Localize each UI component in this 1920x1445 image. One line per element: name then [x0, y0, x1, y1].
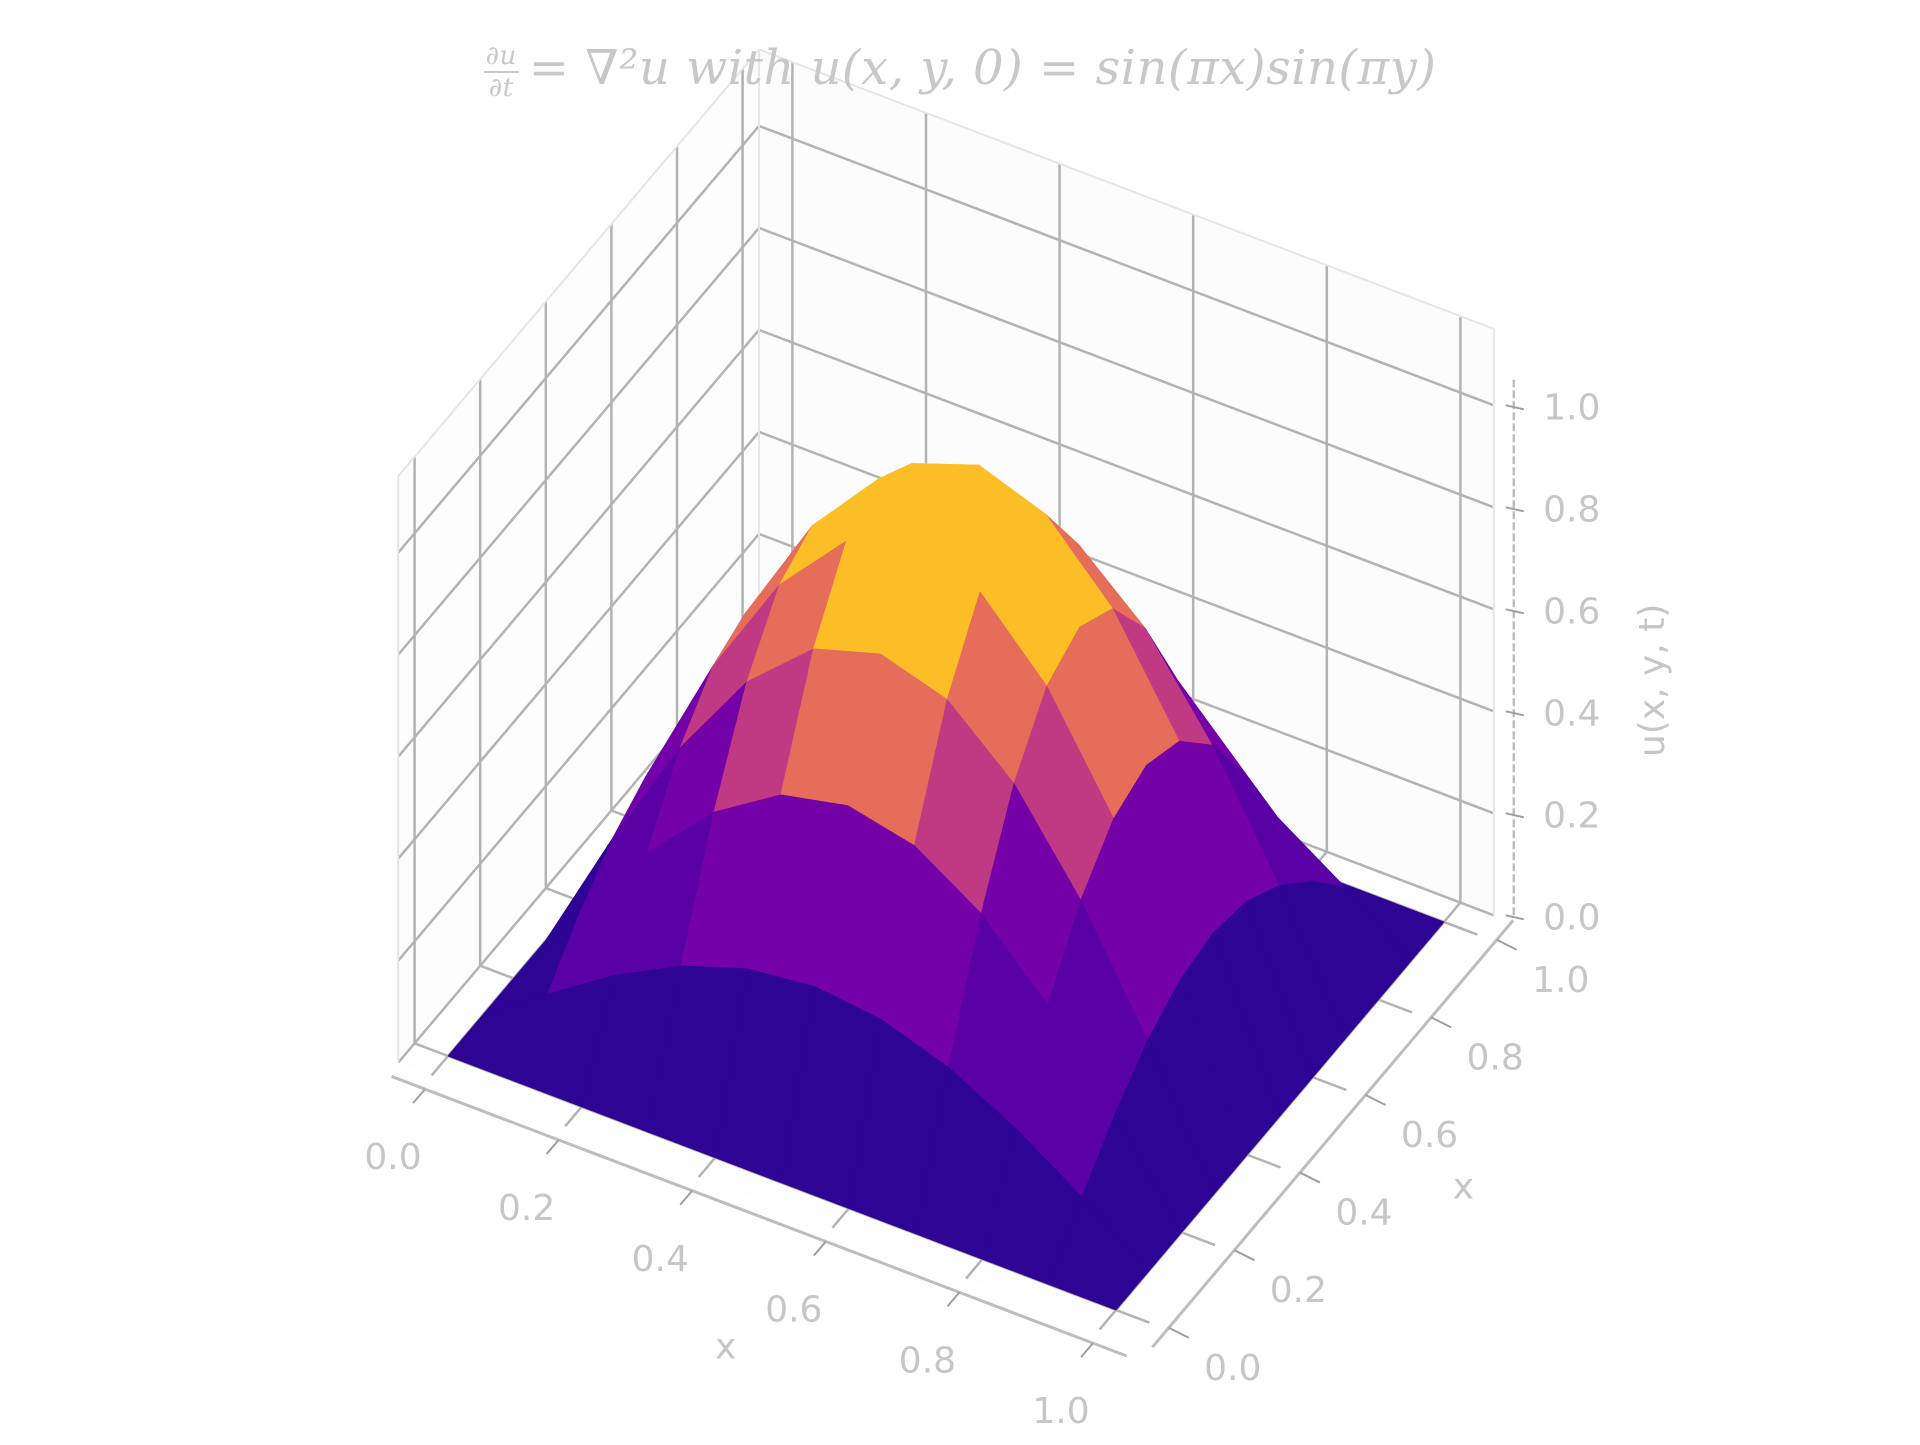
- y-axis-line: [1151, 919, 1515, 1349]
- gridline-z-left: [397, 125, 760, 554]
- x-tick: [946, 1291, 961, 1308]
- z-tick-label: 0.8: [1543, 489, 1600, 530]
- gridline-z-back: [758, 124, 1495, 407]
- pane-edge: [397, 48, 760, 477]
- axis-lines: [391, 379, 1516, 1358]
- gridline-z-back: [758, 328, 1495, 611]
- z-tick: [1505, 506, 1525, 513]
- surface: [447, 463, 1445, 1311]
- z-tick-label: 0.6: [1543, 591, 1600, 632]
- y-tick-label: 0.6: [1401, 1115, 1458, 1156]
- gridline-z-left: [397, 227, 760, 656]
- title-frac-denominator: ∂t: [488, 72, 514, 103]
- x-tick: [679, 1190, 693, 1206]
- y-tick: [1168, 1326, 1190, 1339]
- z-tick: [1505, 812, 1525, 819]
- left-pane: [398, 49, 759, 1063]
- x-axis-label: x: [715, 1326, 736, 1367]
- x-tick-label: 0.4: [632, 1239, 689, 1280]
- z-axis-label: u(x, y, t): [1632, 604, 1673, 757]
- gridline-z-left: [397, 533, 760, 962]
- gridline-z-left: [397, 329, 760, 758]
- y-tick: [1299, 1171, 1321, 1184]
- gridline-z-back: [758, 226, 1495, 509]
- title-equation: = ∇²u with u(x, y, 0) = sin(πx)sin(πy): [528, 40, 1437, 96]
- y-tick-label: 1.0: [1532, 960, 1589, 1001]
- z-tick-label: 0.4: [1543, 693, 1600, 734]
- y-tick: [1365, 1094, 1387, 1106]
- x-tick-label: 1.0: [1032, 1391, 1089, 1432]
- x-tick-label: 0.0: [364, 1137, 421, 1178]
- x-tick-label: 0.2: [498, 1188, 555, 1229]
- z-tick-label: 0.0: [1543, 897, 1600, 938]
- pane-edge: [758, 48, 1495, 330]
- y-tick: [1496, 938, 1518, 951]
- z-tick: [1505, 608, 1525, 615]
- y-tick-label: 0.8: [1467, 1037, 1524, 1078]
- z-tick: [1505, 710, 1525, 717]
- x-tick: [412, 1088, 426, 1104]
- title-fraction: ∂u ∂t: [483, 40, 519, 103]
- y-axis-label: x: [1453, 1167, 1474, 1208]
- x-tick: [813, 1240, 827, 1257]
- surface-facet: [1048, 1196, 1150, 1311]
- z-tick: [1505, 914, 1525, 921]
- x-tick-label: 0.8: [899, 1340, 956, 1381]
- y-tick-label: 0.4: [1335, 1193, 1392, 1234]
- gridline-z-left: [397, 431, 760, 860]
- z-tick-label: 0.2: [1543, 795, 1600, 836]
- x-tick: [1080, 1342, 1094, 1358]
- y-tick: [1233, 1249, 1255, 1262]
- x-axis-line: [391, 1075, 1127, 1358]
- y-tick-label: 0.2: [1270, 1270, 1327, 1311]
- z-tick: [1505, 404, 1525, 411]
- chart-title: ∂u ∂t = ∇²u with u(x, y, 0) = sin(πx)sin…: [0, 40, 1920, 103]
- title-frac-numerator: ∂u: [483, 40, 519, 73]
- x-tick: [545, 1139, 560, 1155]
- axis-labels: x x u(x, y, t): [715, 604, 1673, 1368]
- y-tick-label: 0.0: [1204, 1348, 1261, 1389]
- y-tick: [1430, 1016, 1452, 1029]
- tick-marks: 0.00.20.40.60.81.00.00.20.40.60.81.00.00…: [364, 387, 1600, 1432]
- z-tick-label: 1.0: [1543, 387, 1600, 428]
- x-tick-label: 0.6: [765, 1290, 822, 1331]
